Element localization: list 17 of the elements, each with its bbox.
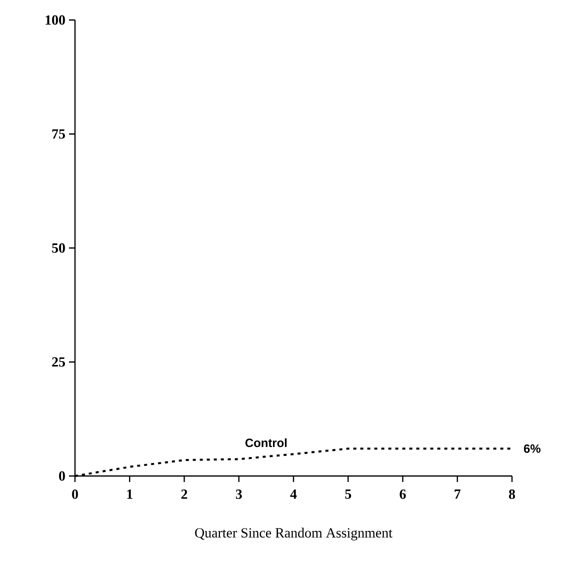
- y-tick-label: 100: [46, 15, 65, 25]
- data-label: 6%: [524, 444, 540, 453]
- x-tick-label: 5: [345, 490, 352, 499]
- x-tick-label: 1: [127, 490, 132, 499]
- x-tick-label: 2: [181, 490, 188, 499]
- y-tick-label: 0: [59, 471, 65, 481]
- x-tick-label: 3: [236, 490, 242, 499]
- x-tick-label: 4: [290, 490, 297, 499]
- x-tick-label: 7: [454, 490, 461, 499]
- x-tick-label: 6: [400, 490, 406, 499]
- y-tick-label: 75: [52, 129, 65, 139]
- series-label: Control: [245, 438, 287, 448]
- x-tick-label: 0: [72, 490, 78, 499]
- y-tick-label: 50: [52, 243, 65, 253]
- x-tick-label: 8: [508, 490, 516, 499]
- y-tick-label: 25: [52, 357, 65, 367]
- x-axis-title: Quarter Since Random Assignment: [195, 528, 392, 540]
